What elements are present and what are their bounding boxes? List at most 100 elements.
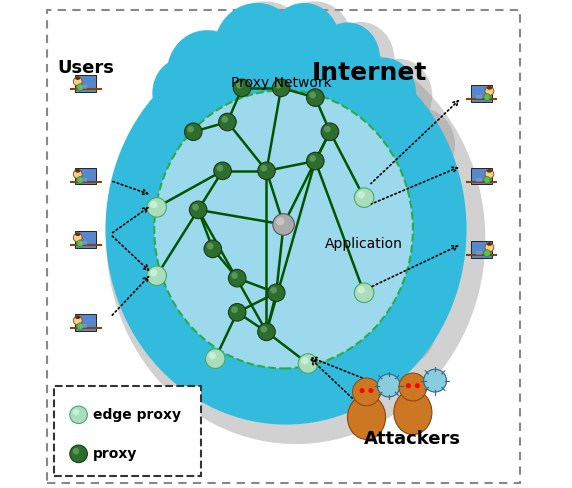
Circle shape: [233, 79, 251, 97]
Ellipse shape: [167, 30, 247, 116]
FancyBboxPatch shape: [471, 168, 492, 184]
FancyBboxPatch shape: [475, 251, 482, 255]
Circle shape: [324, 126, 331, 132]
Ellipse shape: [484, 94, 490, 101]
Ellipse shape: [387, 108, 455, 182]
Ellipse shape: [106, 34, 486, 444]
Circle shape: [270, 287, 277, 293]
Circle shape: [309, 92, 316, 98]
FancyBboxPatch shape: [76, 168, 97, 184]
Ellipse shape: [268, 3, 340, 81]
FancyBboxPatch shape: [80, 178, 87, 182]
Ellipse shape: [364, 59, 432, 133]
Ellipse shape: [124, 155, 181, 225]
Circle shape: [207, 243, 213, 249]
Ellipse shape: [154, 90, 413, 368]
Ellipse shape: [199, 304, 264, 374]
Ellipse shape: [355, 280, 420, 350]
Circle shape: [399, 373, 427, 401]
FancyBboxPatch shape: [475, 95, 482, 99]
Circle shape: [219, 113, 236, 131]
Ellipse shape: [373, 104, 438, 175]
Ellipse shape: [170, 30, 254, 120]
Circle shape: [485, 170, 494, 179]
Circle shape: [378, 374, 400, 397]
Circle shape: [321, 123, 339, 141]
Ellipse shape: [347, 395, 386, 440]
Circle shape: [221, 116, 228, 122]
Circle shape: [189, 201, 207, 219]
Ellipse shape: [484, 177, 490, 183]
Circle shape: [150, 201, 157, 208]
Circle shape: [187, 126, 194, 132]
Circle shape: [415, 383, 420, 388]
Ellipse shape: [326, 22, 394, 96]
Circle shape: [358, 286, 365, 294]
Circle shape: [73, 77, 82, 86]
Circle shape: [301, 357, 309, 365]
Circle shape: [309, 155, 316, 162]
Ellipse shape: [484, 250, 490, 257]
Circle shape: [368, 388, 374, 393]
Ellipse shape: [156, 276, 224, 350]
Ellipse shape: [125, 161, 186, 235]
Ellipse shape: [315, 22, 380, 93]
Circle shape: [268, 284, 285, 302]
FancyBboxPatch shape: [54, 386, 201, 476]
Ellipse shape: [152, 264, 217, 335]
Ellipse shape: [205, 317, 273, 391]
Circle shape: [228, 304, 246, 321]
Circle shape: [354, 188, 374, 207]
Ellipse shape: [75, 77, 80, 80]
Ellipse shape: [77, 84, 84, 91]
Ellipse shape: [140, 100, 209, 174]
Circle shape: [150, 269, 157, 277]
Circle shape: [70, 406, 88, 424]
Text: Application: Application: [325, 237, 403, 251]
Ellipse shape: [487, 86, 492, 90]
Ellipse shape: [156, 59, 224, 133]
Ellipse shape: [131, 214, 196, 284]
Circle shape: [352, 378, 380, 406]
Ellipse shape: [394, 390, 432, 434]
Circle shape: [147, 198, 166, 217]
Ellipse shape: [398, 161, 459, 235]
Ellipse shape: [152, 58, 217, 128]
Circle shape: [73, 170, 82, 179]
Circle shape: [358, 191, 365, 199]
Ellipse shape: [277, 1, 352, 83]
Circle shape: [147, 266, 166, 285]
Ellipse shape: [351, 58, 416, 128]
Text: Users: Users: [57, 60, 114, 77]
Circle shape: [236, 82, 243, 88]
Ellipse shape: [487, 243, 492, 246]
Ellipse shape: [138, 97, 203, 167]
FancyBboxPatch shape: [76, 314, 97, 331]
FancyBboxPatch shape: [471, 241, 492, 258]
FancyBboxPatch shape: [80, 324, 87, 328]
FancyBboxPatch shape: [80, 85, 87, 89]
Circle shape: [406, 383, 411, 388]
Circle shape: [228, 269, 246, 287]
Circle shape: [73, 448, 80, 454]
Circle shape: [360, 388, 364, 393]
Circle shape: [231, 272, 238, 279]
Text: Internet: Internet: [311, 61, 427, 85]
Ellipse shape: [376, 233, 441, 304]
Text: edge proxy: edge proxy: [93, 408, 181, 422]
Circle shape: [298, 354, 317, 373]
Text: proxy: proxy: [93, 447, 138, 461]
Circle shape: [70, 445, 88, 463]
Ellipse shape: [133, 223, 201, 297]
Circle shape: [73, 409, 80, 415]
Circle shape: [276, 217, 284, 225]
Circle shape: [231, 306, 238, 313]
Ellipse shape: [487, 169, 492, 173]
Circle shape: [204, 240, 221, 258]
Circle shape: [485, 243, 494, 252]
Ellipse shape: [75, 233, 80, 236]
Circle shape: [73, 316, 82, 325]
Circle shape: [217, 165, 223, 171]
Circle shape: [424, 369, 447, 392]
Ellipse shape: [220, 1, 311, 100]
